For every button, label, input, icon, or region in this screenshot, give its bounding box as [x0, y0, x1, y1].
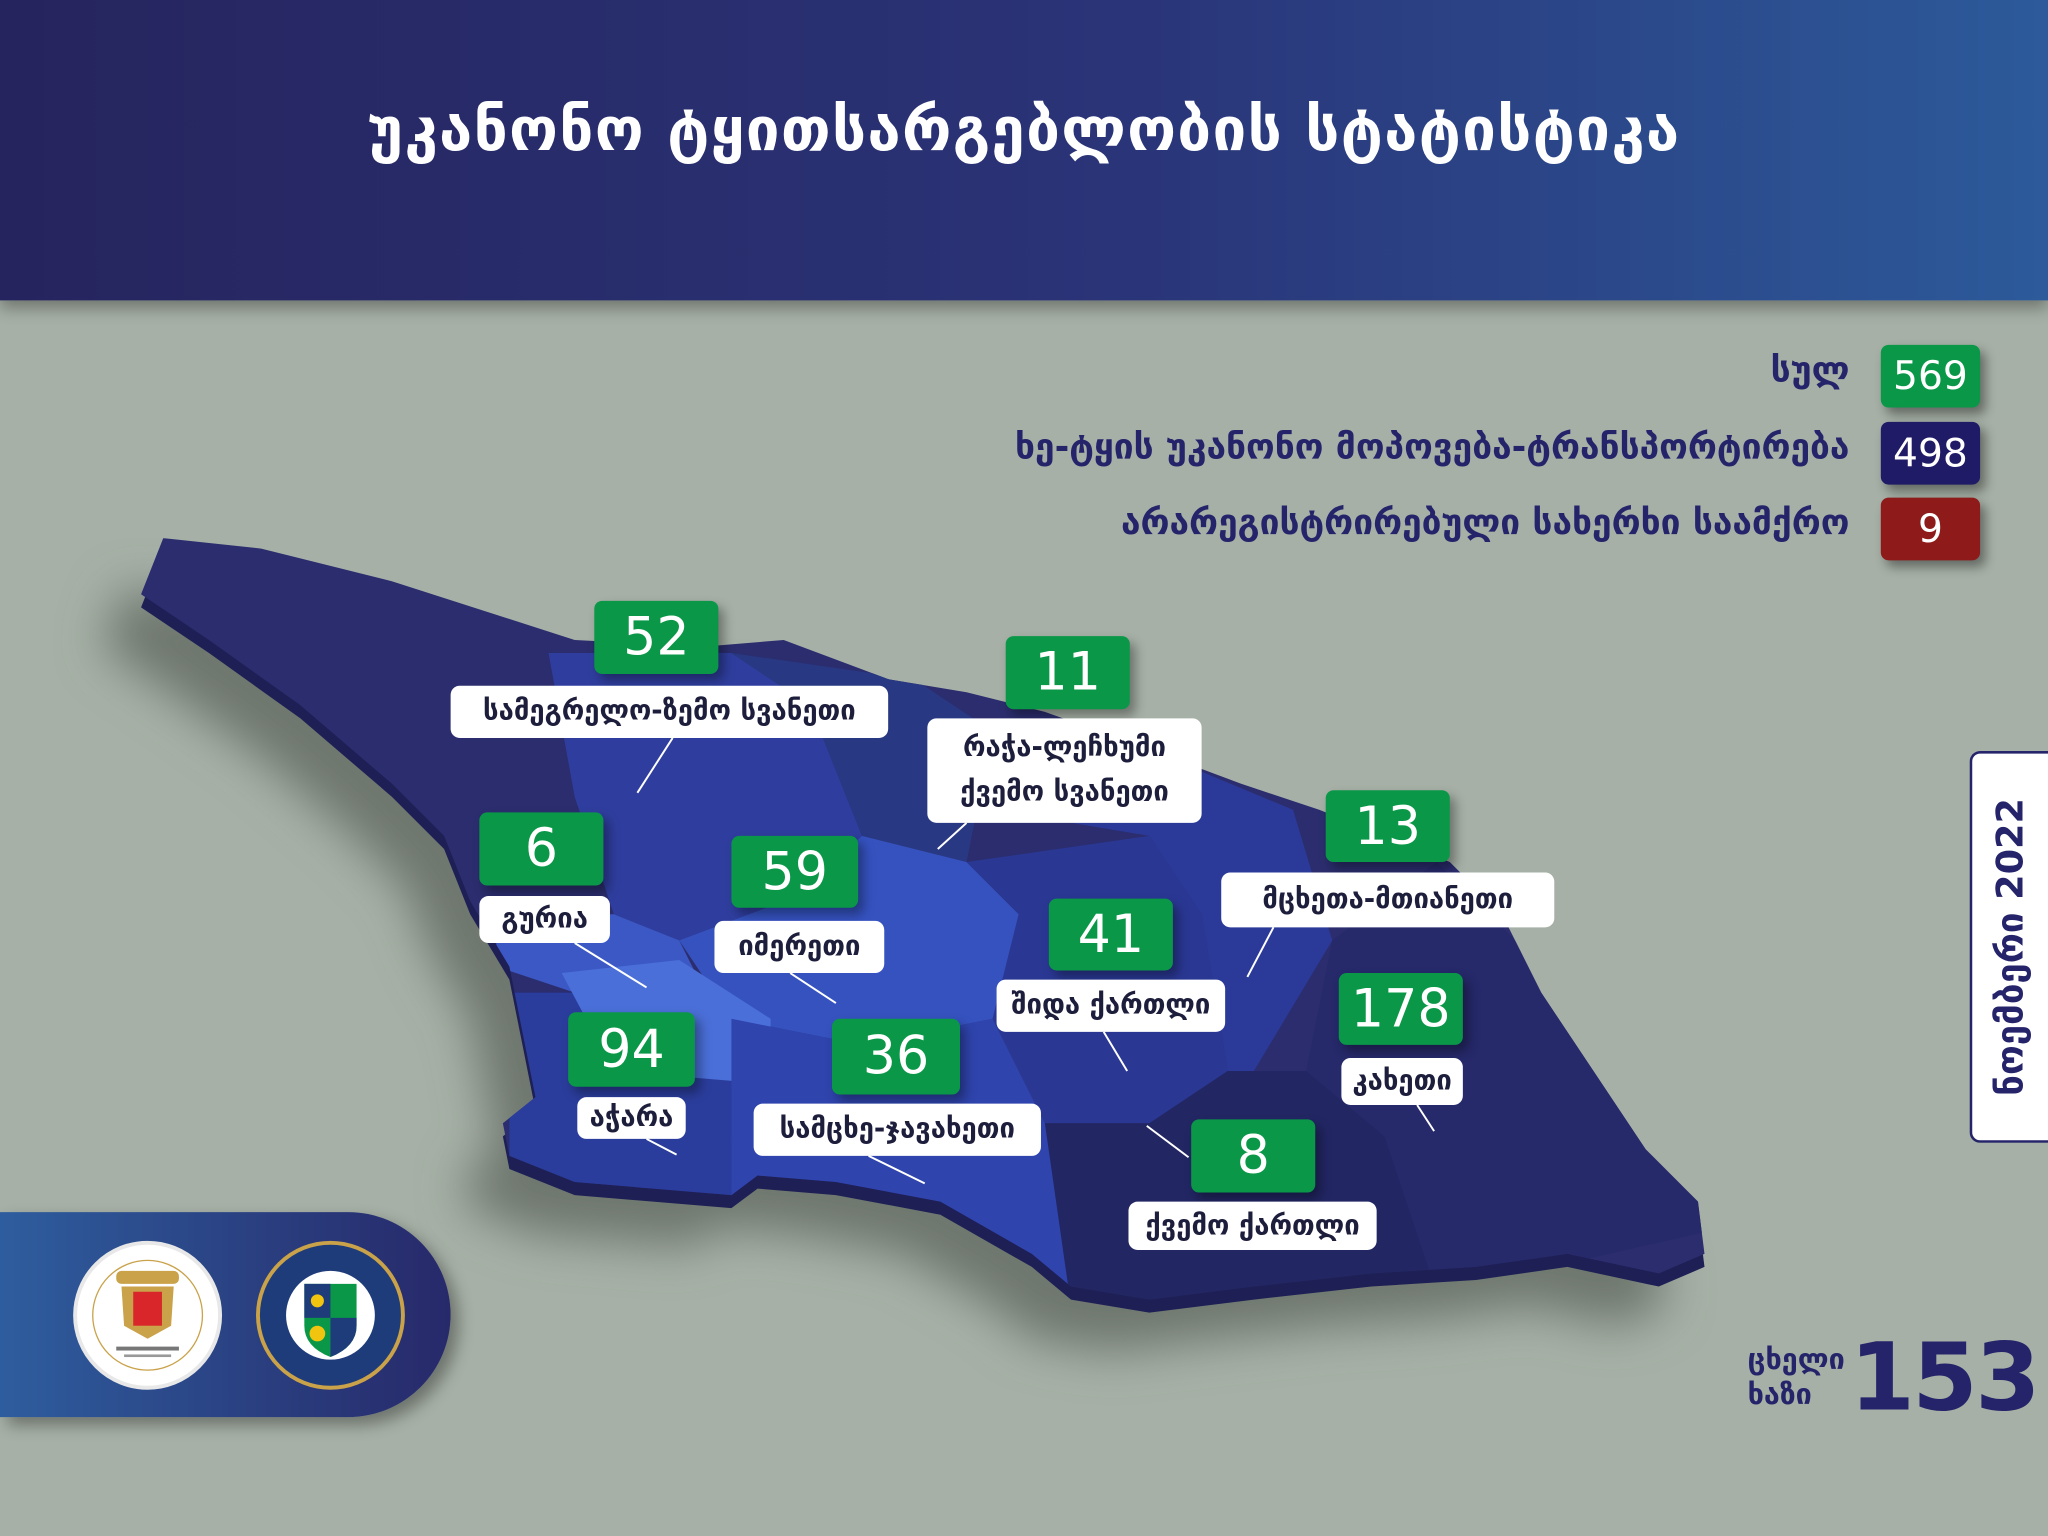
legend-sawmill-value: 9: [1880, 497, 1981, 561]
period-tab: ნოემბერი 2022: [1969, 751, 2048, 1143]
value-adjara: 94: [568, 1012, 695, 1087]
value-mtskheta: 13: [1325, 790, 1450, 863]
value-samtskhe: 36: [831, 1018, 960, 1095]
label-racha: რაჭა-ლეჩხუმი ქვემო სვანეთი: [927, 718, 1202, 823]
label-racha-line2: ქვემო სვანეთი: [960, 775, 1169, 808]
legend-transport-label: ხე-ტყის უკანონო მოპოვება-ტრანსპორტირება: [1014, 427, 1850, 468]
value-kakheti: 178: [1338, 973, 1463, 1045]
value-guria: 6: [479, 812, 604, 886]
legend-total-value: 569: [1880, 344, 1981, 408]
period-label: ნოემბერი 2022: [1988, 798, 2032, 1096]
label-kvemo-kartli: ქვემო ქართლი: [1128, 1201, 1377, 1250]
label-samegrelo: სამეგრელო-ზემო სვანეთი: [450, 685, 889, 738]
leader-lines: [574, 737, 1435, 1185]
label-adjara: აჭარა: [577, 1097, 686, 1139]
label-guria: გურია: [479, 895, 610, 944]
label-mtskheta: მცხეთა-მთიანეთი: [1221, 872, 1555, 928]
region-kakheti: [1306, 862, 1705, 1294]
label-shida-kartli: შიდა ქართლი: [996, 979, 1226, 1032]
value-kvemo-kartli: 8: [1191, 1119, 1316, 1193]
supervision-logo: [255, 1240, 405, 1390]
hotline-line2: ხაზი: [1747, 1379, 1812, 1412]
legend-transport-value: 498: [1880, 421, 1981, 485]
hotline-label: ცხელი ხაზი: [1748, 1343, 1845, 1414]
shield-emblem-icon: [286, 1270, 375, 1360]
value-shida-kartli: 41: [1048, 898, 1173, 971]
value-imereti: 59: [731, 835, 859, 908]
header-banner: უკანონო ტყითსარგებლობის სტატისტიკა: [0, 0, 2048, 301]
value-racha: 11: [1005, 636, 1130, 710]
label-kakheti: კახეთი: [1341, 1057, 1463, 1105]
legend-total-label: სულ: [1770, 350, 1850, 391]
hotline-line1: ცხელი: [1747, 1343, 1845, 1377]
value-samegrelo: 52: [594, 600, 719, 674]
label-racha-line1: რაჭა-ლეჩხუმი: [962, 731, 1166, 764]
label-samtskhe: სამცხე-ჯავახეთი: [753, 1103, 1041, 1156]
page-title: უკანონო ტყითსარგებლობის სტატისტიკა: [367, 94, 1681, 165]
coat-of-arms-icon: [92, 1259, 204, 1371]
ministry-logo: [73, 1240, 223, 1390]
legend-sawmill-label: არარეგისტრირებული სახერხი საამქრო: [1120, 502, 1850, 544]
label-imereti: იმერეთი: [714, 920, 885, 974]
logo-band: [0, 1212, 451, 1418]
hotline-number[interactable]: 153: [1849, 1321, 2040, 1432]
